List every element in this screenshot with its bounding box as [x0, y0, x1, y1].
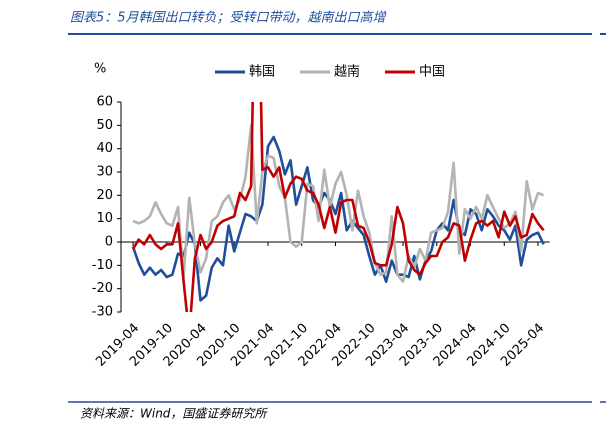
chart-title: 图表5：5月韩国出口转负；受转口带动，越南出口高增	[70, 11, 388, 26]
y-tick-label: 40	[96, 141, 113, 156]
y-tick-label: 30	[96, 165, 113, 180]
series-line	[131, 135, 545, 302]
y-tick-label: 60	[96, 95, 113, 110]
source: 资料来源：Wind，国盛证券研究所	[80, 407, 268, 421]
series-line	[132, 124, 545, 283]
series-line	[131, 102, 545, 312]
series-group	[131, 102, 545, 312]
legend-label: 中国	[419, 65, 445, 80]
y-tick-label: 0	[105, 235, 113, 250]
series-group	[132, 124, 545, 283]
legend-label: 越南	[334, 64, 360, 80]
y-tick-label: -30	[92, 305, 113, 320]
y-tick-label: -10	[92, 258, 113, 273]
y-tick-label: 20	[96, 188, 113, 203]
y-unit: %	[94, 62, 106, 77]
series-group	[131, 135, 545, 302]
y-tick-label: 50	[96, 118, 113, 133]
y-tick-label: 10	[96, 211, 113, 226]
legend-label: 韩国	[249, 65, 275, 80]
y-tick-label: -20	[92, 281, 113, 296]
